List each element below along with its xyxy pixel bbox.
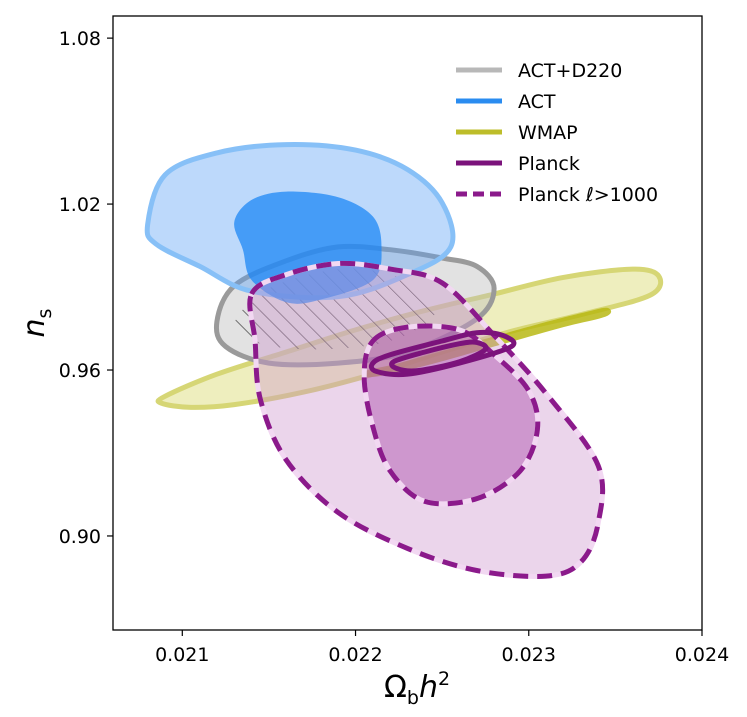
x-tick-label: 0.022 [328, 644, 382, 666]
contour-planck-l-1000-68-line [361, 323, 541, 507]
contour-wmap-68-area [362, 307, 612, 378]
y-tick-label: 1.02 [59, 194, 101, 216]
legend-label-planck-l1000: Planck ℓ>1000 [518, 184, 658, 206]
x-tick-label: 0.023 [502, 644, 556, 666]
legend: ACT+D220 ACT WMAP Planck Planck ℓ>1000 [456, 60, 658, 206]
contour-planck-l-1000-95-line [247, 260, 606, 579]
axis-ticks: 0.021 0.022 0.023 0.024 0.90 0.96 1.02 1.08 [59, 28, 730, 666]
y-tick-label: 0.96 [59, 360, 101, 382]
x-tick-label: 0.021 [155, 644, 209, 666]
contour-planck-68-area [389, 339, 489, 374]
contour-planck-l-1000-95 [247, 260, 606, 579]
x-axis-label: Ωbh2 [384, 668, 450, 709]
contour-wmap-68 [362, 307, 612, 378]
plot-frame [112, 15, 703, 631]
contour-act-68 [234, 191, 382, 304]
legend-label-act-d220: ACT+D220 [518, 60, 622, 82]
x-tick-label: 0.024 [675, 644, 729, 666]
contour-planck-68 [389, 339, 489, 374]
contour-layer [144, 142, 664, 579]
legend-label-wmap: WMAP [518, 122, 578, 144]
y-tick-label: 0.90 [59, 526, 101, 548]
y-tick-label: 1.08 [59, 28, 101, 50]
legend-label-planck: Planck [518, 153, 580, 175]
y-axis-label: ns [17, 309, 56, 338]
contour-act-68-area [234, 191, 382, 304]
legend-label-act: ACT [518, 91, 556, 113]
